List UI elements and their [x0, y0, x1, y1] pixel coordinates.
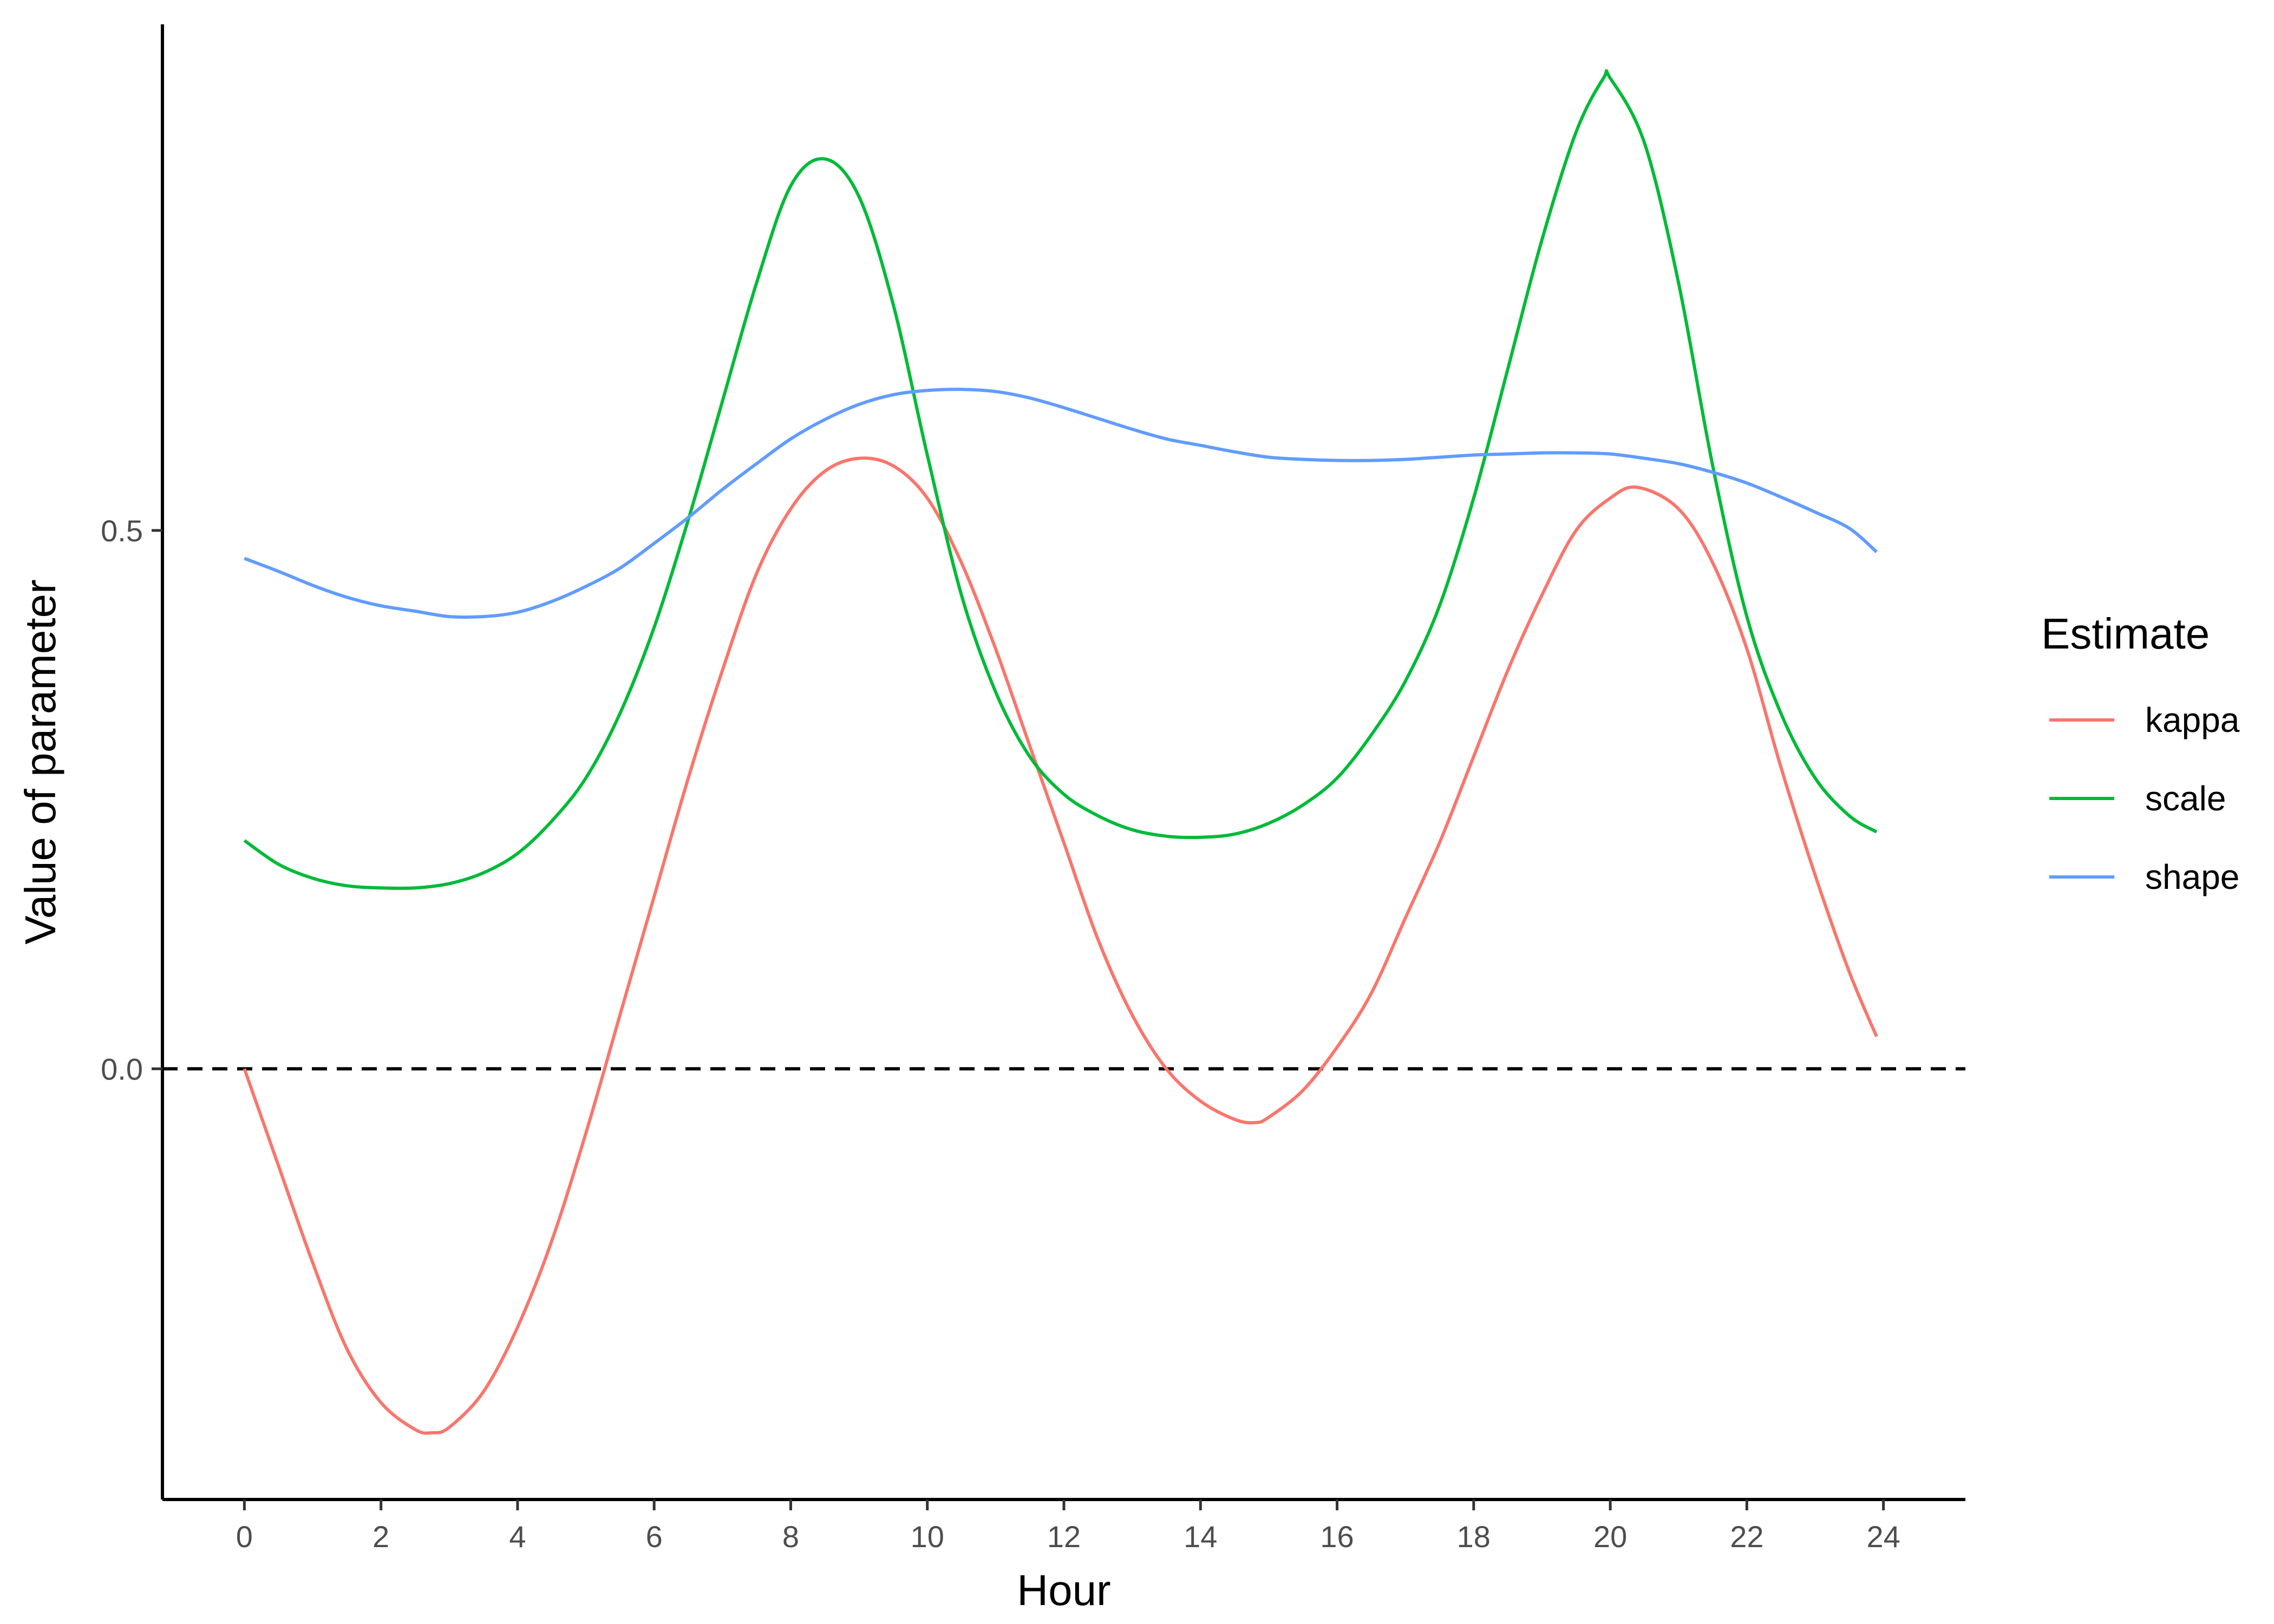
x-tick-label: 22 — [1730, 1520, 1763, 1554]
x-axis-title: Hour — [1017, 1566, 1110, 1614]
x-tick-label: 0 — [236, 1520, 253, 1554]
y-tick-label: 0.0 — [101, 1052, 143, 1086]
series-line-kappa — [243, 456, 1878, 1435]
x-tick-label: 6 — [646, 1520, 663, 1554]
legend-label-scale: scale — [2145, 779, 2226, 818]
x-axis-ticks: 0 2 4 6 8 10 12 14 16 18 20 22 24 — [236, 1499, 1900, 1554]
legend-label-shape: shape — [2145, 857, 2239, 896]
series-layer — [243, 69, 1878, 1435]
x-tick-label: 8 — [782, 1520, 799, 1554]
series-line-shape — [244, 388, 1878, 619]
legend-items: kappa scale shape — [2049, 700, 2240, 896]
x-tick-label: 14 — [1184, 1520, 1217, 1554]
series-line-scale — [243, 69, 1878, 890]
legend: Estimate kappa scale shape — [2041, 610, 2240, 896]
x-tick-label: 16 — [1320, 1520, 1354, 1554]
x-tick-label: 18 — [1457, 1520, 1491, 1554]
x-tick-label: 4 — [509, 1520, 526, 1554]
x-tick-label: 2 — [373, 1520, 389, 1554]
x-tick-label: 12 — [1047, 1520, 1081, 1554]
y-axis-ticks: 0.0 0.5 — [101, 514, 162, 1086]
legend-title: Estimate — [2041, 610, 2210, 658]
x-tick-label: 20 — [1593, 1520, 1627, 1554]
y-tick-label: 0.5 — [101, 514, 143, 548]
x-tick-label: 24 — [1866, 1520, 1900, 1554]
x-tick-label: 10 — [911, 1520, 944, 1554]
y-axis-title: Value of parameter — [16, 579, 64, 944]
legend-label-kappa: kappa — [2145, 700, 2240, 739]
